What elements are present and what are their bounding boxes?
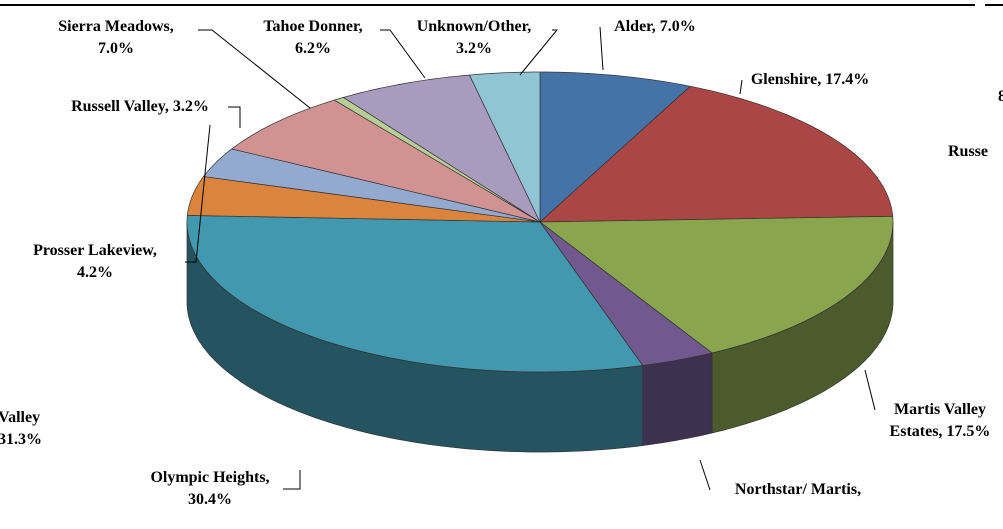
data-label: Unknown/Other, 3.2% <box>417 18 532 57</box>
leader-line <box>380 29 426 79</box>
pie-slice <box>230 99 541 223</box>
pie-side <box>642 352 713 446</box>
data-label: Northstar/ Martis, <box>735 481 861 498</box>
leader-line <box>864 369 876 411</box>
leader-line <box>599 26 604 71</box>
pie-slice <box>468 71 541 223</box>
data-label: Tahoe Donner, 6.2% <box>263 18 362 57</box>
data-label: Glenshire, 17.4% <box>751 71 869 88</box>
leader-line <box>228 106 241 128</box>
leader-line <box>185 124 211 263</box>
leader-line <box>519 29 559 76</box>
fragment-label: Valley 31.3% <box>0 409 42 448</box>
pie-slice <box>186 215 644 373</box>
data-label: Martis Valley Estates, 17.5% <box>890 401 991 440</box>
pie-slice <box>202 148 541 223</box>
fragment-label: 8 <box>998 88 1003 105</box>
pie-slice <box>539 85 894 223</box>
pie-slice <box>539 71 692 223</box>
pie-slice <box>186 176 541 223</box>
pie-slice <box>538 215 894 354</box>
fragment-label: Russe <box>948 143 988 160</box>
pie-slice <box>342 74 541 223</box>
data-label: Russell Valley, 3.2% <box>71 98 209 115</box>
data-label: Alder, 7.0% <box>614 18 696 35</box>
data-label: Prosser Lakeview, 4.2% <box>33 242 157 281</box>
data-label: Sierra Meadows, 7.0% <box>58 18 174 57</box>
leader-line <box>198 29 311 109</box>
data-label: Olympic Heights, 30.4% <box>150 469 269 508</box>
leader-line <box>699 459 711 491</box>
leader-line <box>283 470 301 490</box>
leader-line <box>739 79 743 95</box>
pie-slice <box>539 221 713 366</box>
